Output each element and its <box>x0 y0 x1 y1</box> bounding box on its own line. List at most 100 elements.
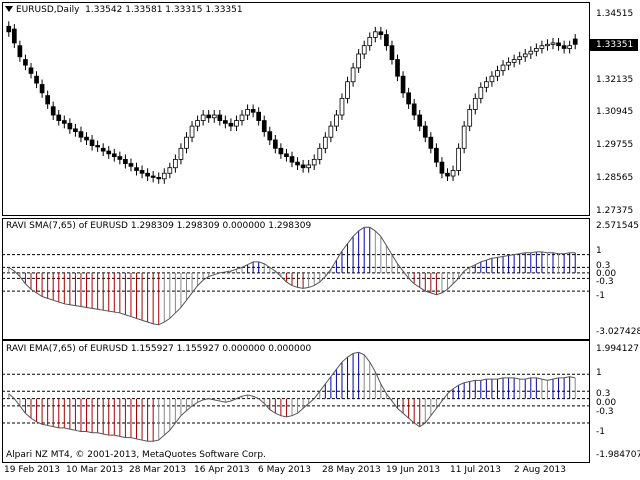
candle-body <box>284 153 289 158</box>
candle-body <box>278 147 284 155</box>
candle-body <box>111 153 117 158</box>
candle-body <box>367 36 373 47</box>
candle-body <box>534 48 539 52</box>
ravi-ema-pane[interactable]: RAVI EMA(7,65) of EURUSD 1.155927 1.1559… <box>0 340 640 463</box>
candle-body <box>139 170 145 174</box>
candle-body <box>339 97 345 116</box>
candle-body <box>295 161 300 166</box>
ravi-ema-plot-area[interactable] <box>2 340 590 463</box>
candle-body <box>211 114 217 119</box>
ravi-sma-plot-area[interactable] <box>2 218 590 340</box>
candle-body <box>161 172 167 180</box>
candle-body <box>67 122 73 130</box>
candle-body <box>89 139 95 146</box>
candle-body <box>145 172 150 177</box>
candle-body <box>478 86 484 99</box>
date-tick-6: 19 Jun 2013 <box>386 465 441 475</box>
candle-body <box>378 31 384 36</box>
candle-body <box>23 59 28 66</box>
candle-body <box>117 156 123 160</box>
candle-body <box>445 172 450 177</box>
candle-body <box>300 164 306 169</box>
candle-body <box>289 156 295 163</box>
candle-body <box>395 59 400 77</box>
candle-body <box>261 120 267 133</box>
price-tick-2: 1.30945 <box>596 107 634 117</box>
ravi-sma-line <box>8 226 576 326</box>
candle-body <box>561 45 567 49</box>
candlestick-chart[interactable] <box>0 0 640 218</box>
date-tick-7: 11 Jul 2013 <box>450 465 501 475</box>
candle-body <box>84 136 89 141</box>
ravi-ema-title: RAVI EMA(7,65) of EURUSD 1.155927 1.1559… <box>6 344 312 354</box>
candle-body <box>184 136 189 149</box>
ravi-sma-level-1: 1 <box>596 246 602 256</box>
candle-body <box>567 45 573 49</box>
candle-body <box>356 53 361 69</box>
current-price-marker: 1.33351 <box>590 39 638 51</box>
candle-body <box>267 131 273 141</box>
candle-body <box>95 145 100 148</box>
candle-body <box>56 114 62 121</box>
ravi-ema-level-m1: -1 <box>596 427 605 437</box>
price-tick-5: 1.27375 <box>596 206 634 216</box>
candle-body <box>500 64 506 72</box>
candle-body <box>350 67 356 83</box>
date-tick-0: 19 Feb 2013 <box>4 465 61 475</box>
candle-body <box>556 42 561 47</box>
candle-body <box>539 45 545 49</box>
candle-body <box>439 161 445 174</box>
candle-body <box>417 114 423 127</box>
candle-body <box>384 34 389 47</box>
candle-body <box>123 158 128 164</box>
candle-body <box>106 150 112 155</box>
broker-watermark: Alpari NZ MT4, © 2001-2013, MetaQuotes S… <box>6 450 266 460</box>
candle-body <box>256 111 262 121</box>
candle-body <box>173 158 178 169</box>
ravi-ema-level-1: 1 <box>596 368 602 378</box>
ravi-sma-level-0: 0.00 <box>596 269 617 279</box>
candle-body <box>400 75 406 94</box>
candle-body <box>528 50 534 55</box>
candle-body <box>272 139 278 149</box>
date-tick-5: 28 May 2013 <box>322 465 381 475</box>
candle-body <box>100 147 106 152</box>
date-tick-2: 28 Mar 2013 <box>129 465 187 475</box>
candle-body <box>434 147 439 163</box>
price-plot-area[interactable] <box>2 2 590 216</box>
candle-body <box>200 114 206 121</box>
candle-body <box>450 170 456 177</box>
symbol-header: EURUSD,Daily 1.33542 1.33581 1.33315 1.3… <box>16 5 243 15</box>
chart-menu-triangle-icon[interactable] <box>5 6 13 12</box>
candle-body <box>250 109 256 113</box>
candle-body <box>411 103 417 116</box>
candle-body <box>372 31 378 38</box>
ravi-ema-line <box>8 351 576 442</box>
candle-body <box>45 95 50 105</box>
date-tick-8: 2 Aug 2013 <box>514 465 566 475</box>
ravi-sma-level-0p3: 0.3 <box>596 261 611 271</box>
candle-body <box>422 125 428 138</box>
price-pane[interactable]: EURUSD,Daily 1.33542 1.33581 1.33315 1.3… <box>0 0 640 218</box>
ravi-sma-pane[interactable]: RAVI SMA(7,65) of EURUSD 1.298309 1.2983… <box>0 218 640 340</box>
candle-body <box>328 125 334 138</box>
candle-body <box>61 120 67 124</box>
ravi-sma-histogram[interactable] <box>0 218 640 340</box>
ravi-ema-histogram[interactable] <box>0 340 640 463</box>
candle-body <box>134 167 139 171</box>
ravi-sma-level-m0p3: -0.3 <box>596 277 614 287</box>
price-tick-0: 1.34515 <box>596 9 634 19</box>
candle-body <box>217 114 223 121</box>
candle-body <box>195 120 200 127</box>
ravi-sma-title: RAVI SMA(7,65) of EURUSD 1.298309 1.2983… <box>6 221 312 231</box>
candle-body <box>73 128 78 133</box>
candle-body <box>311 158 317 166</box>
candle-body <box>550 42 556 45</box>
ravi-ema-level-0: 0.00 <box>596 398 617 408</box>
candle-body <box>34 75 39 84</box>
candle-body <box>17 45 23 58</box>
candle-body <box>572 38 578 45</box>
candle-body <box>128 163 134 167</box>
candle-body <box>345 81 350 99</box>
